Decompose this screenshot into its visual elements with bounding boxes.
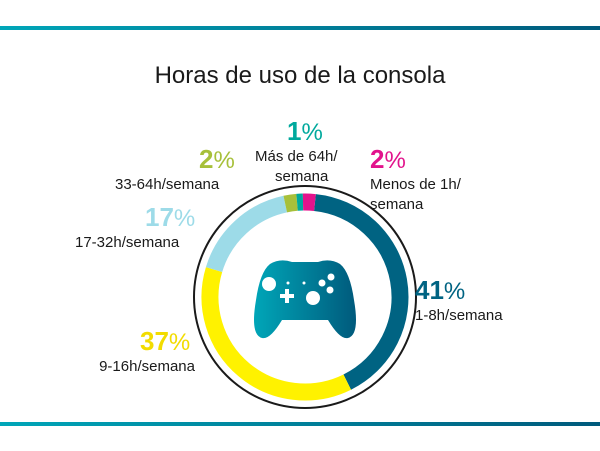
bottom-rule: [0, 422, 600, 426]
label-mas-64h: 1% Más de 64h/ semana: [255, 116, 338, 185]
chart-title: Horas de uso de la consola: [154, 62, 446, 89]
slice-33-64h-semana: [283, 193, 298, 213]
pct: 41%: [415, 275, 466, 305]
slice-menos-de-1h-semana: [302, 193, 316, 211]
slice-17-32h-semana: [205, 195, 288, 273]
label-17-32h: 17% 17-32h/semana: [75, 202, 196, 251]
top-rule: [0, 26, 600, 30]
label-1-8h: 41% 1-8h/semana: [415, 275, 503, 324]
label-menos-1h: 2% Menos de 1h/ semana: [370, 144, 461, 213]
outer-circle: [193, 185, 417, 409]
game-controller-icon: [254, 260, 356, 339]
slice-1-8h-semana: [313, 194, 409, 390]
label-9-16h: 37% 9-16h/semana: [99, 326, 195, 375]
label-33-64h: 2% 33-64h/semana: [115, 144, 235, 193]
slice-9-16h-semana: [201, 267, 352, 401]
